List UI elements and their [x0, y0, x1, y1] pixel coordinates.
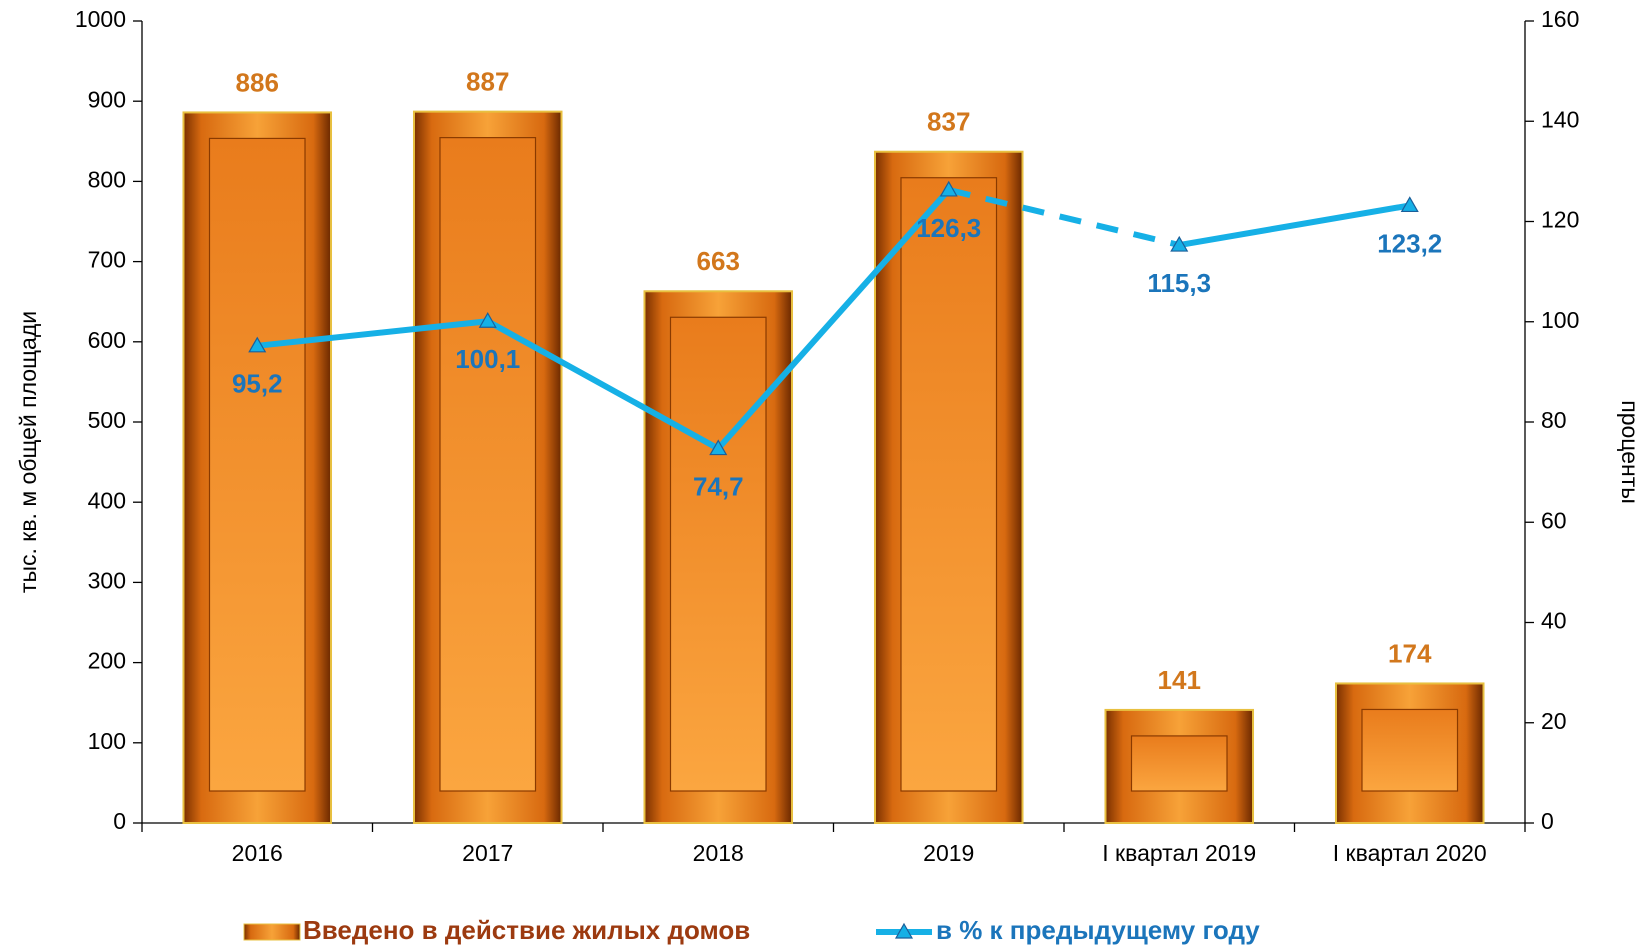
- y2-tick-label: 60: [1541, 507, 1567, 533]
- y2-tick-label: 140: [1541, 106, 1579, 132]
- bar-value-label: 174: [1388, 638, 1432, 668]
- bar-bevel: [439, 137, 537, 792]
- bar-value-label: 663: [697, 246, 740, 276]
- legend-label: Введено в действие жилых домов: [303, 915, 750, 945]
- x-tick-label: 2017: [462, 840, 513, 866]
- y2-tick-label: 160: [1541, 6, 1579, 32]
- legend-label: в % к предыдущему году: [936, 915, 1260, 945]
- line-segment: [1176, 202, 1413, 249]
- line-segment: [715, 186, 952, 452]
- x-tick-label: I квартал 2020: [1333, 840, 1487, 866]
- y-tick-label: 400: [88, 487, 126, 513]
- y-tick-label: 700: [88, 247, 126, 273]
- line-marker: [1170, 235, 1189, 252]
- y2-axis-label: проценты: [1617, 400, 1643, 504]
- y2-tick-label: 120: [1541, 207, 1579, 233]
- bar-bevel: [1130, 735, 1228, 792]
- bar-value-label: 887: [466, 67, 509, 97]
- bar-bevel: [900, 177, 998, 792]
- legend-swatch: [894, 922, 914, 939]
- y2-tick-label: 0: [1541, 808, 1554, 834]
- line-value-label: 123,2: [1377, 228, 1442, 258]
- y-tick-label: 0: [113, 808, 126, 834]
- y-tick-label: 500: [88, 407, 126, 433]
- line-segment: [948, 187, 1180, 248]
- line-segment: [484, 318, 722, 452]
- line-value-label: 126,3: [916, 213, 981, 243]
- y-tick-label: 300: [88, 567, 126, 593]
- y-tick-label: 100: [88, 728, 126, 754]
- y-tick-label: 800: [88, 166, 126, 192]
- y-tick-label: 600: [88, 327, 126, 353]
- bar-value-label: 837: [927, 107, 970, 137]
- line-marker: [709, 439, 728, 456]
- line-value-label: 100,1: [455, 344, 520, 374]
- bar-bevel: [669, 316, 767, 792]
- x-tick-label: 2018: [693, 840, 744, 866]
- legend-swatch: [243, 923, 301, 941]
- y-tick-label: 900: [88, 86, 126, 112]
- y2-tick-label: 40: [1541, 608, 1567, 634]
- x-tick-label: 2019: [923, 840, 974, 866]
- line-value-label: 95,2: [232, 369, 283, 399]
- y2-tick-label: 100: [1541, 307, 1579, 333]
- y-tick-label: 1000: [75, 6, 126, 32]
- y2-tick-label: 80: [1541, 407, 1567, 433]
- y-axis-label: тыс. кв. м общей площади: [15, 311, 41, 593]
- y-tick-label: 200: [88, 648, 126, 674]
- line-segment: [254, 318, 491, 349]
- line-marker: [478, 312, 497, 328]
- bar-value-label: 141: [1158, 665, 1201, 695]
- x-tick-label: I квартал 2019: [1102, 840, 1256, 866]
- line-value-label: 115,3: [1147, 268, 1211, 298]
- line-marker: [248, 336, 267, 353]
- bar-bevel: [208, 137, 306, 792]
- y2-tick-label: 20: [1541, 708, 1567, 734]
- line-marker: [939, 180, 958, 197]
- x-tick-label: 2016: [232, 840, 283, 866]
- bar-value-label: 886: [236, 67, 279, 97]
- bar: [1104, 708, 1255, 825]
- line-value-label: 74,7: [693, 471, 744, 501]
- line-marker: [1400, 196, 1419, 213]
- bar-bevel: [1361, 708, 1459, 792]
